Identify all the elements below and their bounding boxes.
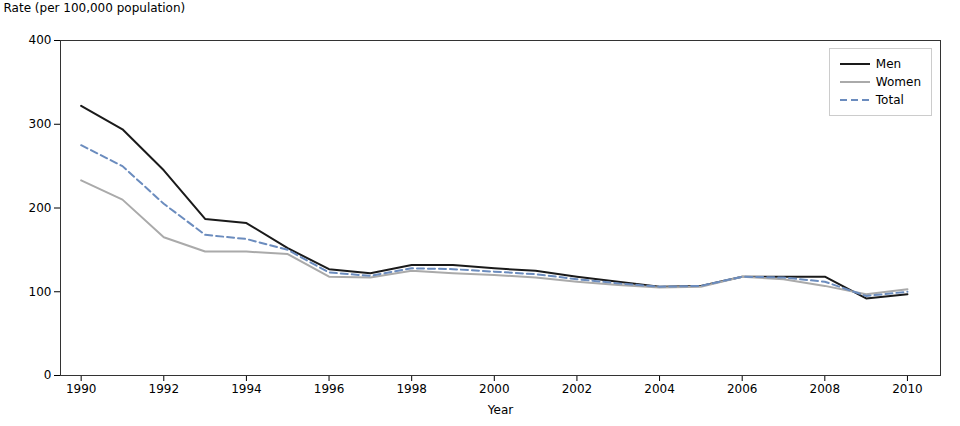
svg-text:100: 100 bbox=[29, 285, 52, 299]
svg-text:2006: 2006 bbox=[727, 382, 758, 396]
svg-text:400: 400 bbox=[29, 33, 52, 47]
svg-text:2002: 2002 bbox=[562, 382, 593, 396]
svg-text:1990: 1990 bbox=[66, 382, 97, 396]
html-text:Total: Total bbox=[875, 93, 904, 107]
svg-text:0: 0 bbox=[44, 368, 52, 382]
svg-text:2010: 2010 bbox=[892, 382, 923, 396]
svg-text:2000: 2000 bbox=[479, 382, 510, 396]
svg-text:1994: 1994 bbox=[231, 382, 262, 396]
html-text:Women: Women bbox=[875, 75, 921, 89]
svg-text:2008: 2008 bbox=[810, 382, 841, 396]
html-text:Men: Men bbox=[875, 57, 902, 71]
svg-text:1996: 1996 bbox=[314, 382, 345, 396]
svg-text:2004: 2004 bbox=[644, 382, 675, 396]
svg-text:300: 300 bbox=[29, 117, 52, 131]
svg-text:1998: 1998 bbox=[396, 382, 427, 396]
svg-text:Rate (per 100,000 population): Rate (per 100,000 population) bbox=[4, 1, 186, 15]
svg-text:200: 200 bbox=[29, 201, 52, 215]
svg-text:1992: 1992 bbox=[149, 382, 180, 396]
svg-text:Year: Year bbox=[487, 403, 513, 417]
